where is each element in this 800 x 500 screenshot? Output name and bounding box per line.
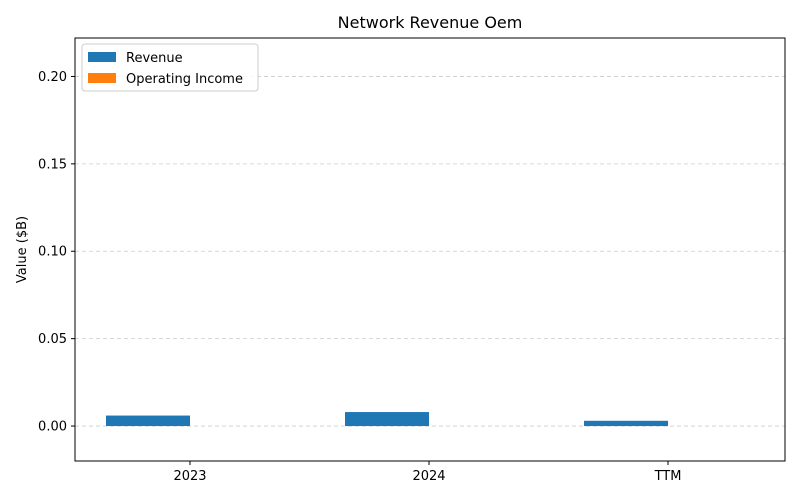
legend-box: [81, 43, 259, 92]
x-tick-label: 2024: [412, 469, 445, 484]
bar-revenue-ttm: [584, 420, 668, 427]
bar-revenue-2024: [345, 412, 429, 427]
y-tick-label: 0.00: [38, 420, 67, 435]
y-tick-label: 0.05: [38, 332, 67, 347]
chart-title: Network Revenue Oem: [338, 13, 523, 32]
x-tick-label: 2023: [173, 469, 206, 484]
y-tick-label: 0.20: [38, 70, 67, 85]
x-tick-label: TTM: [654, 469, 682, 484]
bars: [106, 412, 668, 427]
axis-ticks: 0.00 0.05 0.10 0.15 0.20 2023 2024 TTM: [38, 70, 681, 484]
legend-swatch-operating-income: [88, 73, 116, 83]
legend-label: Operating Income: [126, 72, 243, 87]
y-axis-title: Value ($B): [15, 216, 30, 283]
y-tick-label: 0.15: [38, 157, 67, 172]
legend-swatch-revenue: [88, 52, 116, 62]
bar-revenue-2023: [106, 415, 190, 427]
legend-label: Revenue: [126, 51, 183, 66]
y-tick-label: 0.10: [38, 245, 67, 260]
legend: Revenue Operating Income: [81, 43, 259, 92]
plot-frame: [74, 37, 786, 462]
